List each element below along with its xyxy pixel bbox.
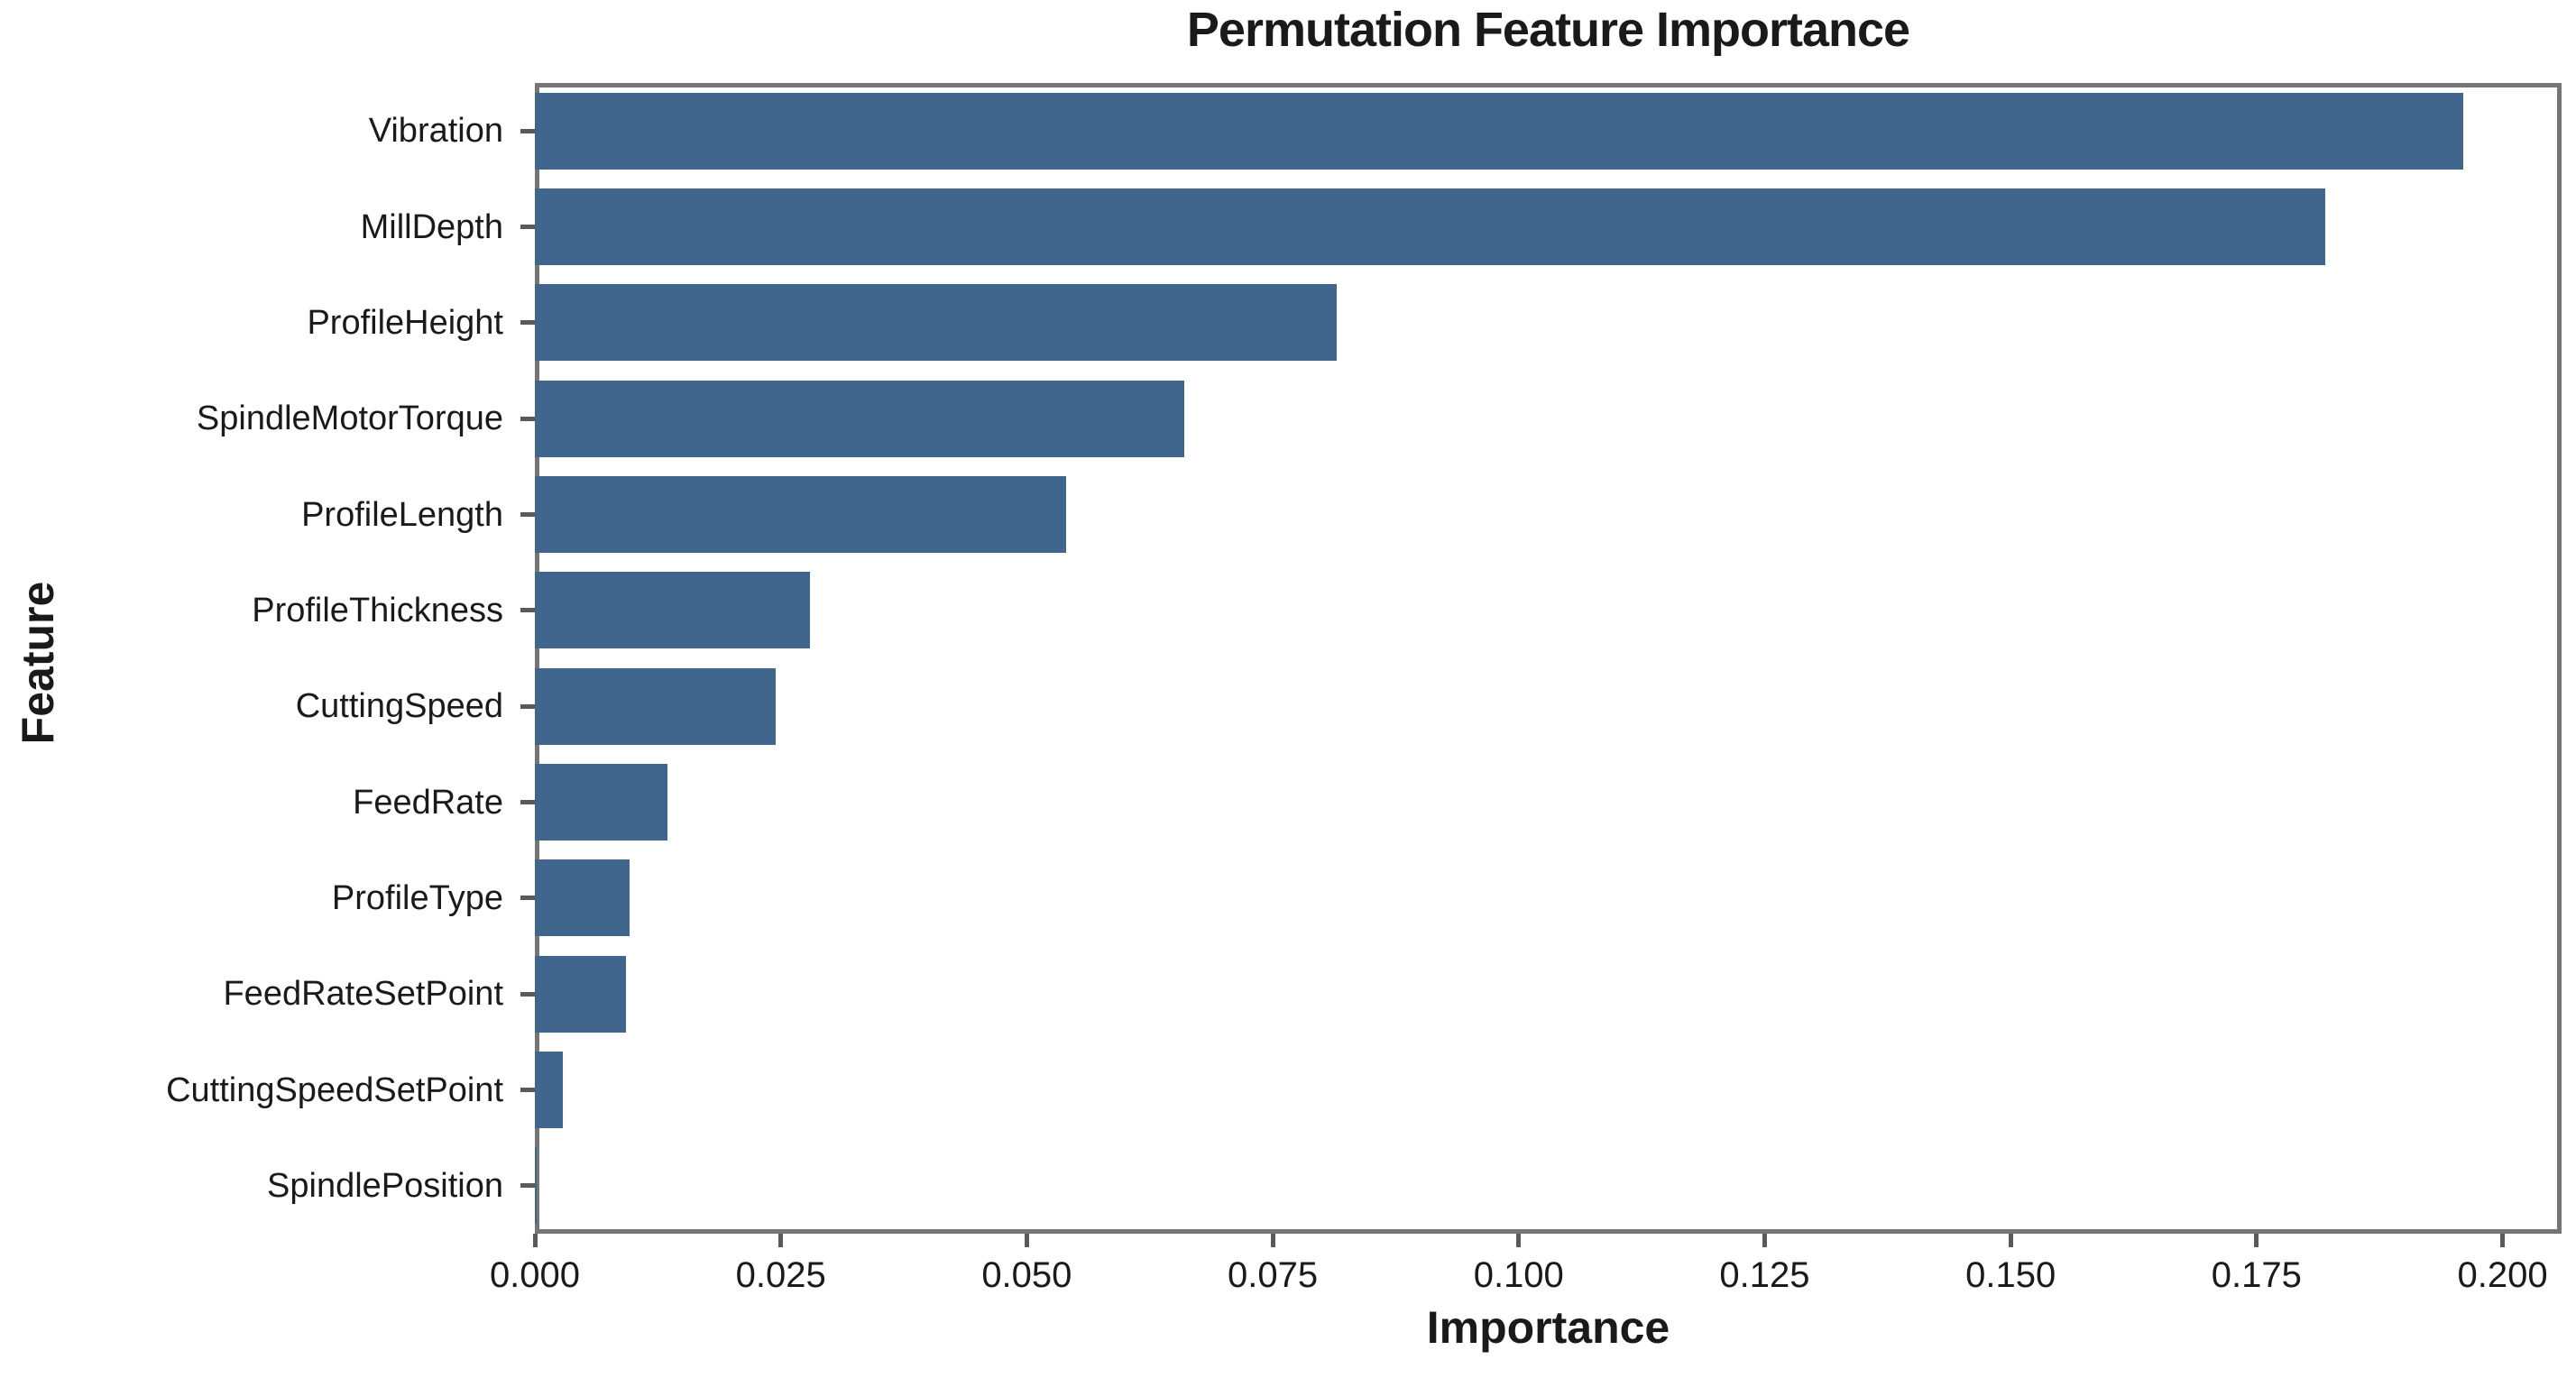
chart-title: Permutation Feature Importance xyxy=(1186,3,1910,57)
x-tick-label: 0.175 xyxy=(2211,1255,2302,1295)
bar-FeedRate xyxy=(535,763,668,841)
bar-MillDepth xyxy=(535,188,2326,266)
x-tick-label: 0.100 xyxy=(1473,1255,1564,1295)
x-tick-mark xyxy=(2500,1234,2506,1247)
x-tick-mark xyxy=(1762,1234,1767,1247)
x-tick-label: 0.150 xyxy=(1965,1255,2056,1295)
y-tick-mark xyxy=(520,320,535,326)
bar-ProfileType xyxy=(535,859,630,937)
x-tick-label: 0.000 xyxy=(489,1255,581,1295)
x-tick-mark xyxy=(1024,1234,1029,1247)
y-tick-mark xyxy=(520,1088,535,1092)
y-tick-label: ProfileLength xyxy=(301,495,503,534)
bar-SpindleMotorTorque xyxy=(535,380,1184,457)
y-tick-mark xyxy=(520,225,535,229)
y-tick-label: SpindleMotorTorque xyxy=(196,400,503,438)
y-tick-label: ProfileThickness xyxy=(252,591,503,629)
x-tick-mark xyxy=(532,1234,538,1247)
x-tick-label: 0.050 xyxy=(981,1255,1072,1295)
y-tick-mark xyxy=(520,608,535,613)
x-tick-mark xyxy=(2008,1234,2013,1247)
x-tick-label: 0.025 xyxy=(735,1255,826,1295)
y-tick-label: ProfileHeight xyxy=(307,303,503,342)
y-tick-label: ProfileType xyxy=(331,878,503,917)
y-tick-label: FeedRate xyxy=(353,783,503,822)
y-tick-mark xyxy=(520,128,535,133)
bar-CuttingSpeed xyxy=(535,667,777,745)
plot-area xyxy=(535,83,2562,1234)
bar-FeedRateSetPoint xyxy=(535,955,627,1033)
y-tick-label: CuttingSpeedSetPoint xyxy=(166,1070,503,1109)
y-tick-mark xyxy=(520,416,535,421)
y-tick-mark xyxy=(520,1183,535,1189)
x-tick-mark xyxy=(778,1234,784,1247)
y-tick-label: FeedRateSetPoint xyxy=(223,975,503,1014)
bar-ProfileThickness xyxy=(535,572,811,649)
y-tick-label: MillDepth xyxy=(360,207,503,246)
y-tick-mark xyxy=(520,703,535,709)
x-tick-label: 0.125 xyxy=(1719,1255,1810,1295)
y-tick-mark xyxy=(520,991,535,997)
y-tick-label: Vibration xyxy=(368,112,503,151)
x-tick-label: 0.075 xyxy=(1228,1255,1319,1295)
x-tick-mark xyxy=(1270,1234,1275,1247)
x-tick-mark xyxy=(1516,1234,1522,1247)
y-tick-mark xyxy=(520,896,535,901)
y-tick-mark xyxy=(520,512,535,517)
bar-SpindlePosition xyxy=(535,1147,538,1225)
x-tick-mark xyxy=(2254,1234,2259,1247)
bar-ProfileHeight xyxy=(535,284,1337,362)
x-tick-label: 0.200 xyxy=(2457,1255,2548,1295)
bar-CuttingSpeedSetPoint xyxy=(535,1051,563,1129)
x-axis-title: Importance xyxy=(1426,1302,1670,1353)
y-tick-label: CuttingSpeed xyxy=(295,687,503,726)
bar-Vibration xyxy=(535,92,2463,170)
bar-ProfileLength xyxy=(535,475,1067,554)
y-tick-label: SpindlePosition xyxy=(267,1166,503,1205)
y-tick-mark xyxy=(520,800,535,804)
